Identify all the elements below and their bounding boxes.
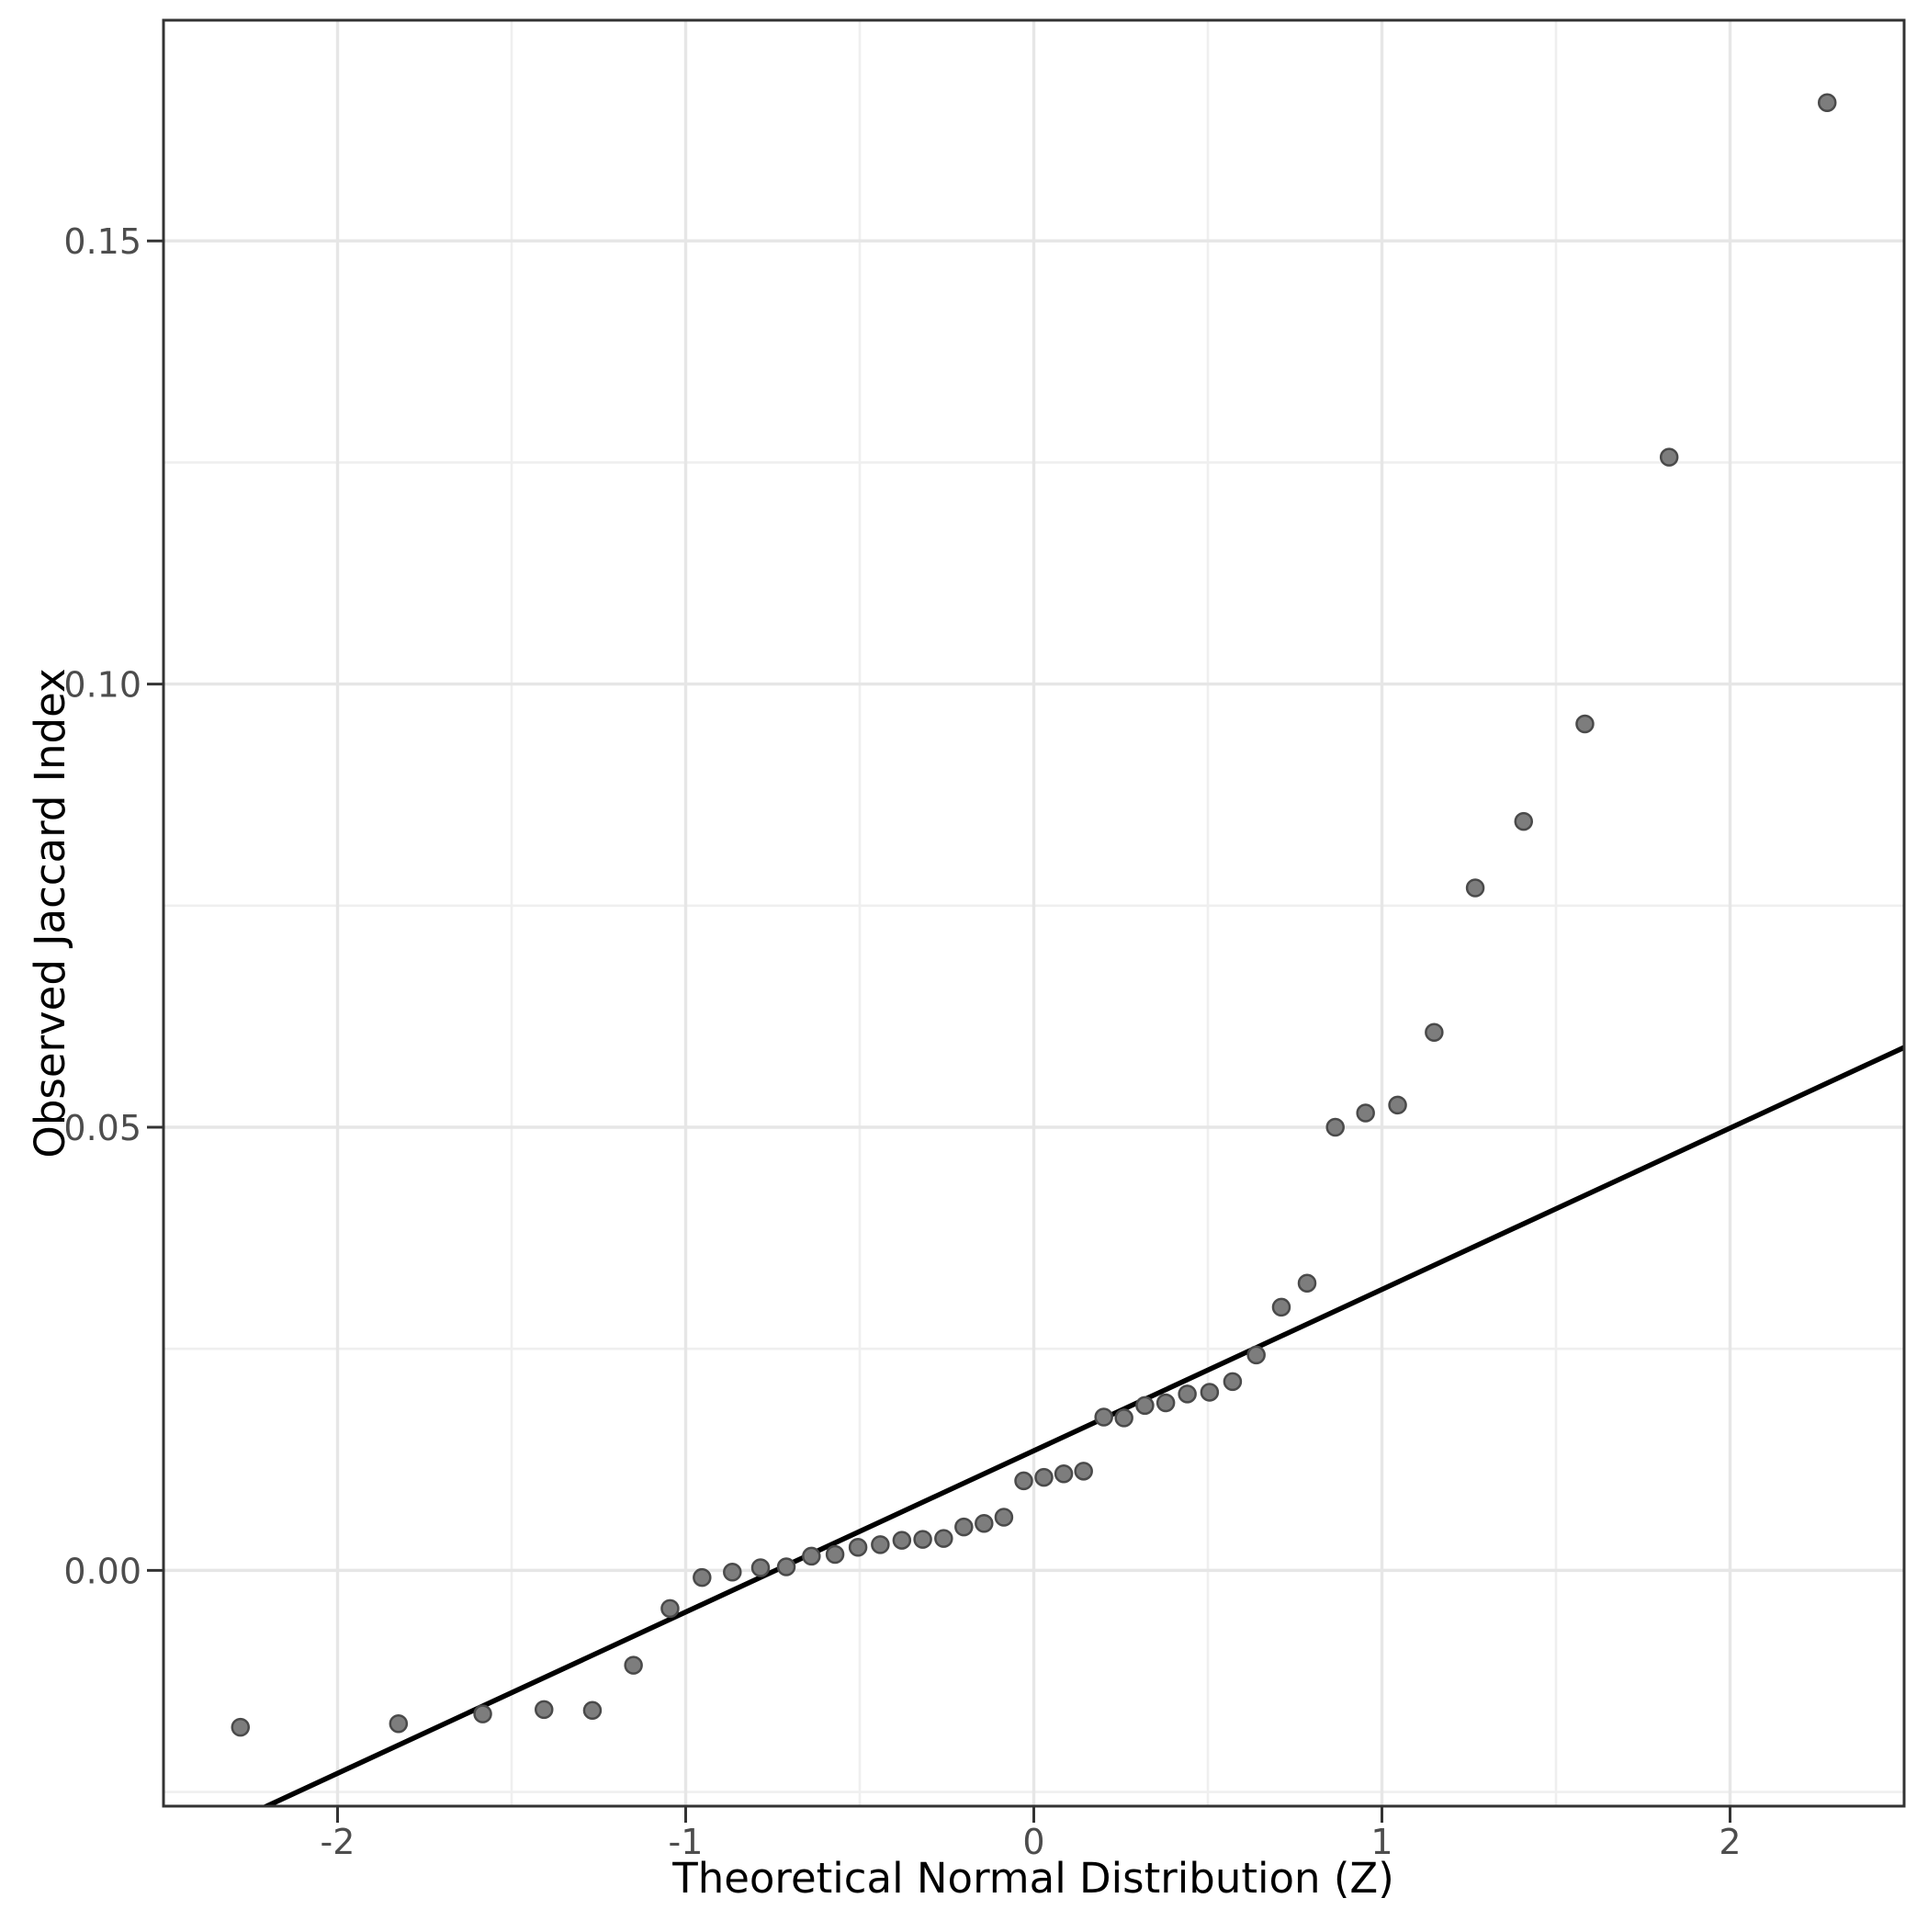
x-tick-label: 2 <box>1719 1822 1741 1862</box>
data-point <box>1388 1095 1407 1115</box>
data-points-group <box>231 93 1837 1737</box>
data-point <box>1817 93 1837 112</box>
data-point <box>231 1717 251 1737</box>
data-point <box>1074 1462 1093 1481</box>
data-point <box>1014 1471 1033 1491</box>
x-tick-label: 1 <box>1370 1822 1392 1862</box>
y-tick-label: 0.15 <box>63 221 141 262</box>
data-point <box>389 1714 409 1734</box>
data-point <box>1094 1407 1113 1427</box>
data-point <box>723 1563 742 1582</box>
data-point <box>1356 1103 1375 1123</box>
axis-tick-marks <box>147 239 1731 1823</box>
axis-tick-labels: -2 -1 0 1 2 0.00 0.05 0.10 0.15 <box>63 221 1741 1862</box>
x-tick-label: -2 <box>321 1822 355 1862</box>
y-tick-label: 0.00 <box>63 1551 141 1591</box>
data-point <box>1297 1273 1317 1294</box>
data-point <box>802 1546 821 1566</box>
data-point <box>582 1700 603 1721</box>
data-point <box>534 1700 554 1720</box>
data-point <box>1575 714 1595 734</box>
data-point <box>1271 1297 1291 1317</box>
data-point <box>934 1529 953 1548</box>
data-point <box>994 1508 1014 1527</box>
data-point <box>871 1535 890 1554</box>
data-point <box>913 1530 932 1549</box>
y-tick-label: 0.10 <box>63 665 141 706</box>
data-point <box>1034 1467 1054 1487</box>
data-point <box>693 1567 712 1587</box>
y-tick-label: 0.05 <box>63 1108 141 1148</box>
x-tick-label: 0 <box>1022 1822 1044 1862</box>
data-point <box>1114 1408 1133 1428</box>
data-point <box>1135 1395 1155 1416</box>
data-point <box>1223 1372 1243 1392</box>
data-point <box>1659 447 1679 467</box>
data-point <box>624 1655 643 1675</box>
data-point <box>750 1558 771 1577</box>
data-point <box>825 1544 845 1565</box>
x-axis-title: Theoretical Normal Distribution (Z) <box>671 1854 1394 1903</box>
data-point <box>1325 1117 1345 1137</box>
data-point <box>954 1517 974 1537</box>
data-point <box>776 1557 796 1576</box>
data-point <box>1054 1463 1074 1484</box>
qq-reference-line <box>260 1045 1904 1806</box>
data-point <box>1178 1384 1197 1404</box>
data-point <box>892 1531 912 1550</box>
grid-major-lines <box>163 20 1904 1806</box>
data-point <box>1200 1383 1220 1402</box>
data-point <box>975 1513 994 1533</box>
data-point <box>1246 1345 1266 1365</box>
data-point <box>473 1704 492 1723</box>
data-point <box>660 1599 680 1619</box>
data-point <box>848 1538 868 1557</box>
data-point <box>1156 1393 1176 1413</box>
data-point <box>1465 878 1485 898</box>
x-tick-label: -1 <box>669 1822 704 1862</box>
data-point <box>1425 1022 1444 1043</box>
y-axis-title: Observed Jaccard Index <box>26 668 74 1158</box>
data-point <box>1514 811 1534 831</box>
